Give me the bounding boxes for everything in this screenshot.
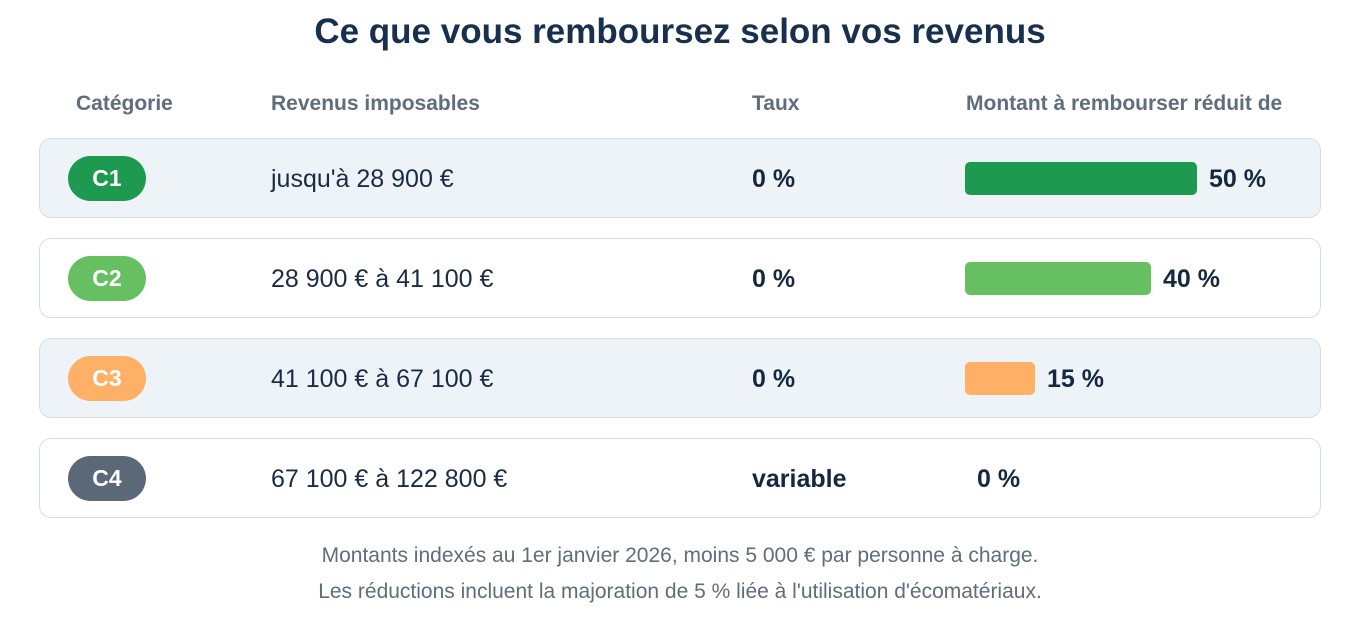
reduction-bar bbox=[965, 262, 1151, 295]
rate-value: 0 % bbox=[752, 165, 796, 193]
rate-value: variable bbox=[752, 465, 847, 493]
table-row: C3 41 100 € à 67 100 € 0 % 15 % bbox=[39, 338, 1321, 418]
reduction-label: 0 % bbox=[977, 465, 1021, 493]
rate-value: 0 % bbox=[752, 265, 796, 293]
page-title: Ce que vous remboursez selon vos revenus bbox=[314, 12, 1046, 51]
header-income: Revenus imposables bbox=[271, 92, 480, 115]
reduction-label: 50 % bbox=[1209, 165, 1266, 193]
header-rate: Taux bbox=[752, 92, 800, 115]
category-badge: C1 bbox=[68, 156, 146, 201]
header-category: Catégorie bbox=[76, 92, 173, 115]
category-badge: C2 bbox=[68, 256, 146, 301]
footnote-2: Les réductions incluent la majoration de… bbox=[318, 580, 1042, 603]
category-badge: C4 bbox=[68, 456, 146, 501]
reduction-label: 40 % bbox=[1163, 265, 1220, 293]
footnote-1: Montants indexés au 1er janvier 2026, mo… bbox=[321, 544, 1039, 567]
table-row: C4 67 100 € à 122 800 € variable 0 % bbox=[39, 438, 1321, 518]
income-range: 28 900 € à 41 100 € bbox=[271, 265, 494, 293]
reduction-bar bbox=[965, 162, 1197, 195]
rate-value: 0 % bbox=[752, 365, 796, 393]
category-badge: C3 bbox=[68, 356, 146, 401]
table-row: C2 28 900 € à 41 100 € 0 % 40 % bbox=[39, 238, 1321, 318]
table-row: C1 jusqu'à 28 900 € 0 % 50 % bbox=[39, 138, 1321, 218]
income-range: 67 100 € à 122 800 € bbox=[271, 465, 508, 493]
header-reduction: Montant à rembourser réduit de bbox=[966, 92, 1283, 115]
reduction-label: 15 % bbox=[1047, 365, 1104, 393]
income-range: 41 100 € à 67 100 € bbox=[271, 365, 494, 393]
income-range: jusqu'à 28 900 € bbox=[271, 165, 454, 193]
reduction-bar bbox=[965, 362, 1035, 395]
